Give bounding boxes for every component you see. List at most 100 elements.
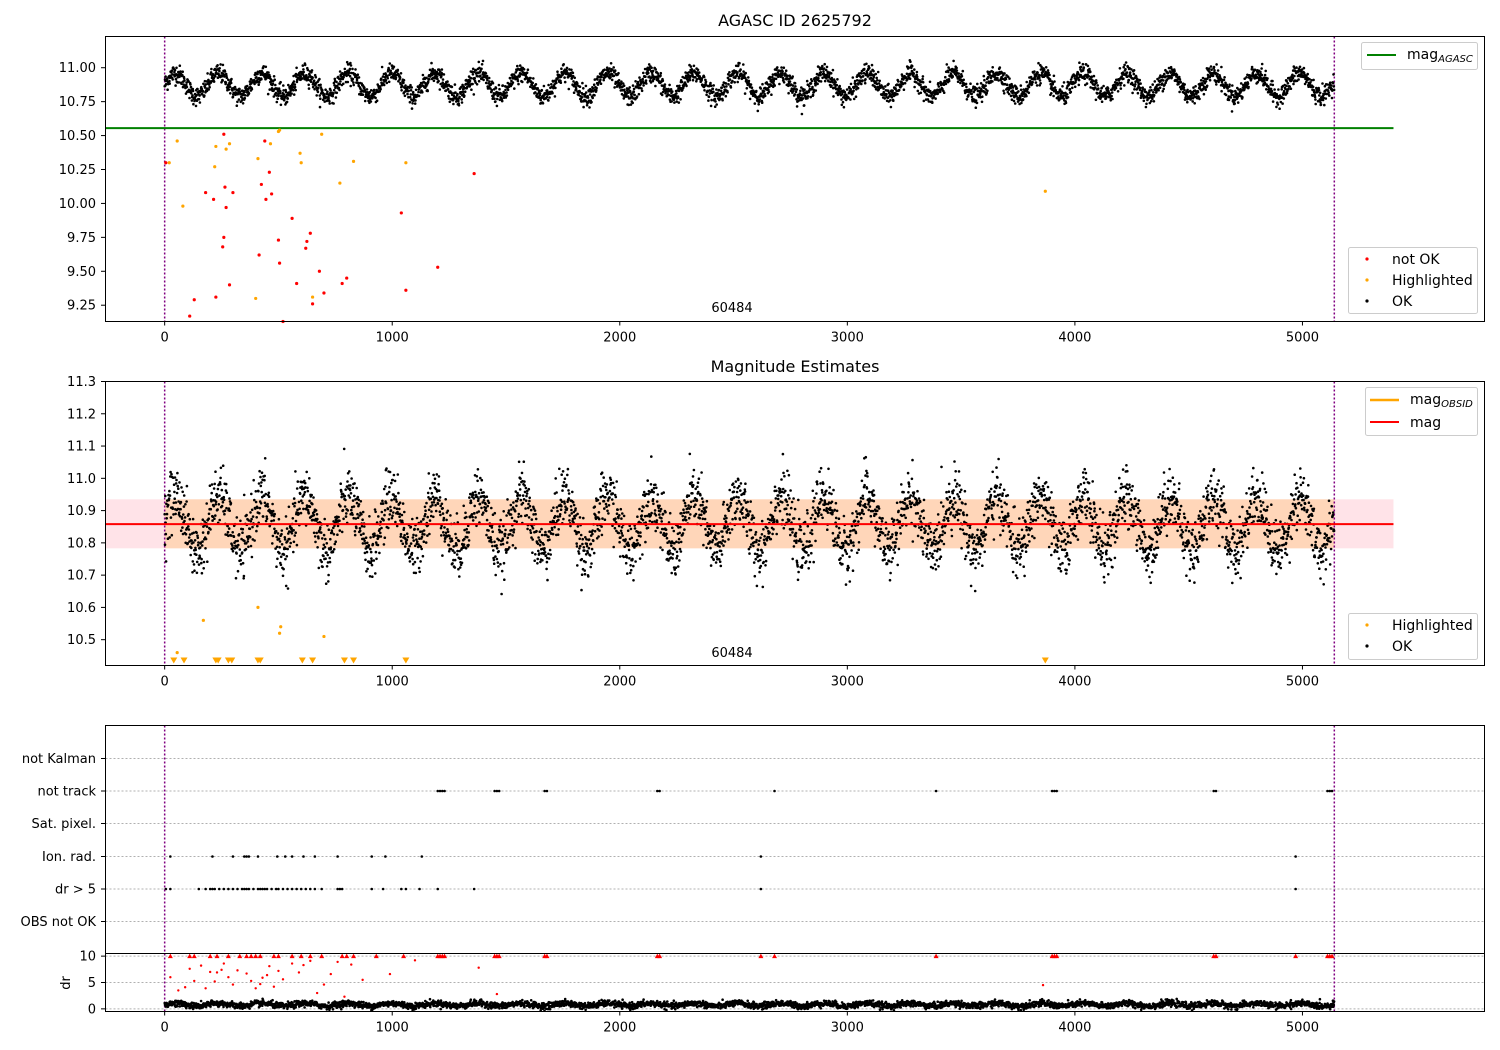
ok-point <box>327 573 330 577</box>
ok-point <box>782 81 786 84</box>
ok-point <box>794 90 798 94</box>
not-ok-point <box>317 269 322 273</box>
ok-point <box>386 74 389 78</box>
ok-point <box>1136 91 1140 95</box>
ok-point <box>249 544 253 548</box>
ok-point <box>613 86 616 89</box>
ok-point <box>1151 97 1154 101</box>
ok-point <box>802 104 806 107</box>
ok-point <box>962 78 965 82</box>
ok-point <box>182 513 185 516</box>
ok-point <box>1183 83 1186 86</box>
ok-point <box>395 507 399 511</box>
ok-point <box>424 541 428 544</box>
ok-point <box>865 62 868 66</box>
ok-point <box>1048 73 1051 77</box>
ok-point <box>702 75 706 79</box>
ok-point <box>236 569 240 573</box>
ok-point <box>319 97 322 100</box>
ok-point <box>292 93 296 96</box>
ok-point <box>190 99 194 102</box>
ok-point <box>388 470 392 474</box>
ok-point <box>190 91 193 95</box>
ok-point <box>1079 65 1083 69</box>
highlighted-point <box>175 139 179 143</box>
highlighted-point <box>268 142 273 146</box>
ok-point <box>168 82 171 85</box>
ok-point <box>1236 101 1240 104</box>
ok-point <box>974 106 978 109</box>
ok-point <box>675 92 678 95</box>
highlighted-point <box>320 132 324 136</box>
ok-point <box>356 73 360 76</box>
ok-point <box>1330 84 1333 87</box>
y-tick-label: 9.25 <box>67 299 96 314</box>
ok-point <box>736 80 739 84</box>
ok-point <box>243 96 247 100</box>
ok-point <box>1263 78 1266 82</box>
ok-point <box>1178 75 1181 79</box>
ok-point <box>457 99 460 103</box>
ok-point <box>780 66 783 69</box>
ok-point <box>437 475 441 478</box>
ok-point <box>349 484 352 487</box>
ok-point <box>979 92 982 96</box>
ok-point <box>339 482 343 486</box>
ok-point <box>412 539 416 542</box>
ok-point <box>174 512 177 516</box>
ok-point <box>390 498 393 502</box>
ok-point <box>397 491 400 495</box>
ok-point <box>1095 81 1098 84</box>
ok-point <box>921 75 925 78</box>
ok-point <box>905 72 909 76</box>
ok-point <box>784 69 788 72</box>
ok-point <box>344 488 348 491</box>
x-tick-label: 4000 <box>1058 331 1091 346</box>
ok-point <box>1053 80 1056 83</box>
ok-point <box>832 95 835 98</box>
ok-point <box>885 92 888 96</box>
ok-point <box>318 94 322 97</box>
ok-point <box>688 78 692 82</box>
ok-point <box>1173 69 1176 73</box>
ok-point <box>176 484 179 488</box>
not-ok-point <box>227 283 232 287</box>
panel-mag-estimates-title: Magnitude Estimates <box>711 357 880 376</box>
ok-point <box>231 544 234 547</box>
ok-point <box>370 557 373 560</box>
ok-point <box>272 75 276 78</box>
ok-point <box>340 495 343 499</box>
ok-point <box>1013 102 1017 105</box>
ok-point <box>344 498 347 502</box>
ok-point <box>170 69 174 72</box>
ok-point <box>967 93 970 97</box>
ok-point <box>728 71 731 74</box>
ok-point <box>212 487 216 490</box>
not-ok-point <box>221 245 225 249</box>
ok-point <box>565 69 568 73</box>
ok-point <box>239 558 242 562</box>
ok-point <box>441 81 445 84</box>
ok-point <box>816 82 819 86</box>
ok-point <box>383 536 387 539</box>
not-ok-point <box>164 161 168 165</box>
panel-agasc-points <box>105 36 1394 324</box>
ok-point <box>737 64 740 67</box>
ok-point <box>336 84 339 88</box>
ok-point <box>399 72 403 75</box>
not-ok-point <box>222 235 226 239</box>
ok-point <box>267 71 270 74</box>
ok-point <box>240 551 244 554</box>
ok-point <box>1321 82 1324 85</box>
ok-point <box>1263 73 1267 77</box>
ok-point <box>277 94 280 97</box>
not-ok-point <box>204 190 208 195</box>
ok-point <box>165 517 168 520</box>
ok-point <box>563 80 567 84</box>
ok-point <box>201 531 205 534</box>
ok-point <box>517 82 520 86</box>
ok-point <box>255 76 258 79</box>
ok-point <box>431 503 434 507</box>
ok-point <box>351 499 355 502</box>
ok-point <box>164 560 168 563</box>
